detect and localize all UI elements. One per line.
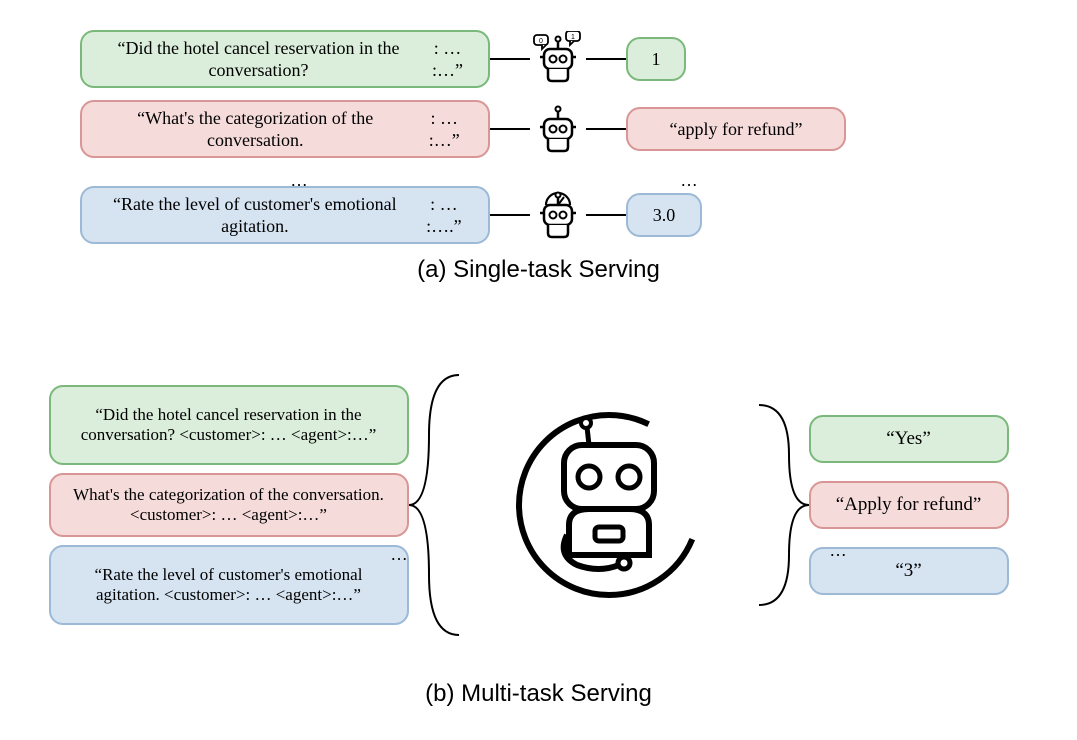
prompt-box: “Did the hotel cancel reservation in the… <box>49 385 409 465</box>
task-row: “What's the categorization of the conver… <box>0 100 1077 158</box>
left-brace <box>399 355 479 655</box>
prompt-box: “Rate the level of customer's emotional … <box>49 545 409 625</box>
output-box: 1 <box>626 37 686 81</box>
section-multi-task: “Did the hotel cancel reservation in the… <box>0 310 1077 740</box>
task-row: “Did the hotel cancel reservation in the… <box>0 30 1077 88</box>
prompt-box: “Rate the level of customer's emotional … <box>80 186 490 244</box>
section-single-task: “Did the hotel cancel reservation in the… <box>0 0 1077 310</box>
multi-prompts-column: “Did the hotel cancel reservation in the… <box>49 385 409 625</box>
output-box: “Yes” <box>809 415 1009 463</box>
small-robot-icon <box>530 101 586 157</box>
caption-b: (b) Multi-task Serving <box>0 680 1077 708</box>
multi-task-layout: “Did the hotel cancel reservation in the… <box>0 340 1077 670</box>
connector-line <box>490 58 530 60</box>
connector-line <box>586 128 626 130</box>
connector-line <box>490 128 530 130</box>
right-brace <box>739 375 819 635</box>
svg-text:1: 1 <box>571 34 575 41</box>
connector-line <box>586 58 626 60</box>
output-box: 3.0 <box>626 193 702 237</box>
ellipsis: … <box>829 540 847 561</box>
connector-line <box>586 214 626 216</box>
small-robot-icon <box>530 187 586 243</box>
output-box: “Apply for refund” <box>809 481 1009 529</box>
prompt-box: “Did the hotel cancel reservation in the… <box>80 30 490 88</box>
prompt-box: What's the categorization of the convers… <box>49 473 409 537</box>
task-row: “Rate the level of customer's emotional … <box>0 186 1077 244</box>
prompt-box: “What's the categorization of the conver… <box>80 100 490 158</box>
svg-text:0: 0 <box>539 38 543 45</box>
multi-outputs-column: “Yes”“Apply for refund”“3” <box>809 415 1009 595</box>
output-box: “apply for refund” <box>626 107 846 151</box>
ellipsis: … <box>390 544 408 565</box>
caption-a: (a) Single-task Serving <box>0 256 1077 284</box>
connector-line <box>490 214 530 216</box>
small-robot-icon: 0 1 <box>530 31 586 87</box>
multi-task-robot-icon <box>509 405 709 605</box>
